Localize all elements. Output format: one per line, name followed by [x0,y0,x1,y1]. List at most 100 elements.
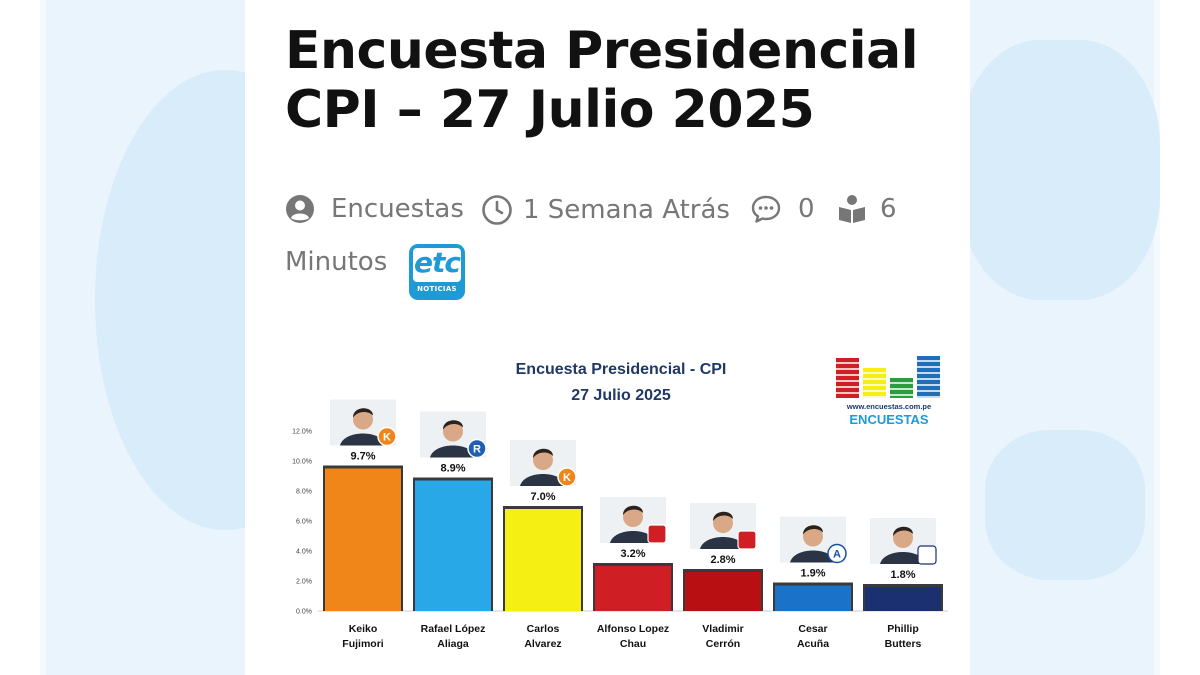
background-shape [985,430,1145,580]
poll-bar-chart: Encuesta Presidencial - CPI 27 Julio 202… [292,356,948,650]
bar [685,572,761,611]
party-logo [647,524,667,544]
author-meta[interactable]: Encuestas [285,194,464,224]
reading-time-unit: Minutos [285,247,388,277]
party-logo-text: K [563,472,571,484]
value-label: 1.8% [890,569,915,581]
bar [865,587,941,611]
category-label: Alfonso Lopez [597,623,669,635]
y-tick-label: 4.0% [296,549,312,556]
party-logo [737,530,757,550]
value-label: 9.7% [350,451,375,463]
book-reader-icon [839,195,865,223]
bar [595,566,671,611]
article-title: Encuesta Presidencial CPI – 27 Julio 202… [285,22,965,140]
candidate-photo: K [330,399,397,447]
etc-noticias-logo[interactable]: etc NOTICIAS [409,244,465,300]
y-tick-label: 10.0% [292,459,312,466]
person-hair [803,525,823,535]
reading-time-number: 6 [880,194,897,224]
bar [505,509,581,611]
user-icon [286,195,314,223]
value-label: 8.9% [440,463,465,475]
article-title-line2: CPI – 27 Julio 2025 [285,80,815,140]
person-silhouette [700,537,746,549]
y-tick-label: 2.0% [296,579,312,586]
category-label: Chau [620,638,646,650]
background-edge-right [1154,0,1160,675]
person-silhouette [430,445,476,458]
person-head [623,507,643,527]
person-hair [893,526,913,536]
person-hair [353,408,373,418]
person-head [533,450,553,470]
candidate-photo [600,497,667,544]
logo-bar [836,358,859,398]
reading-time-unit-row: Minutos [285,247,387,277]
category-label: Aliaga [437,638,469,650]
person-head [893,528,913,548]
category-label: Rafael López [421,623,486,635]
person-hair [533,448,553,458]
bar [415,480,491,611]
person-hair [623,505,643,515]
party-logo-text: A [833,549,841,561]
value-label: 3.2% [620,548,645,560]
author-name[interactable]: Encuestas [331,194,464,224]
category-label: Alvarez [524,638,561,650]
party-logo [377,426,397,447]
category-label: Vladimir [702,623,743,635]
category-label: Butters [885,638,922,650]
y-tick-label: 0.0% [296,609,312,616]
article-title-line1: Encuesta Presidencial [285,21,919,81]
candidate-photo [690,503,757,550]
party-logo [917,545,937,565]
candidate-photo: A [780,516,847,564]
person-silhouette [790,550,836,563]
time-ago: 1 Semana Atrás [523,195,730,225]
party-logo-text: K [383,432,391,444]
logo-big-text: etc [414,246,461,279]
person-silhouette [610,531,656,543]
comment-icon [751,195,781,223]
logo-url: www.encuestas.com.pe [846,402,931,411]
category-label: Fujimori [342,638,383,650]
candidate-photo: K [510,440,577,487]
y-tick-label: 12.0% [292,429,312,436]
logo-small-text: NOTICIAS [417,285,457,293]
category-label: Keiko [349,623,378,635]
poll-chart-container: Encuesta Presidencial - CPI 27 Julio 202… [280,338,960,668]
category-label: Phillip [887,623,919,635]
candidate-photo: R [420,411,487,459]
clock-icon [482,195,512,225]
category-label: Cesar [798,623,827,635]
person-head [443,421,463,442]
category-label: Carlos [527,623,560,635]
person-head [803,526,823,547]
person-silhouette [340,433,386,446]
person-hair [443,420,463,430]
party-logo [467,438,487,459]
value-label: 7.0% [530,491,555,503]
y-tick-label: 6.0% [296,519,312,526]
comments-meta[interactable]: 0 [750,194,815,224]
candidate-photo [870,518,937,565]
reading-time-meta: 6 [838,194,897,224]
party-logo [827,543,847,564]
person-hair [713,511,733,521]
person-head [713,513,733,533]
category-label: Cerrón [706,638,740,650]
logo-wordmark: ENCUESTAS [849,412,929,427]
logo-bar [917,356,940,398]
date-meta: 1 Semana Atrás [481,194,730,226]
party-logo [557,467,577,487]
person-head [353,409,373,430]
comment-count[interactable]: 0 [798,194,815,224]
value-label: 1.9% [800,568,825,580]
encuestas-logo: www.encuestas.com.pe ENCUESTAS [836,356,940,427]
person-silhouette [880,552,926,564]
person-silhouette [520,474,566,486]
value-label: 2.8% [710,554,735,566]
chart-title: Encuesta Presidencial - CPI [516,361,727,378]
category-label: Acuña [797,638,829,650]
